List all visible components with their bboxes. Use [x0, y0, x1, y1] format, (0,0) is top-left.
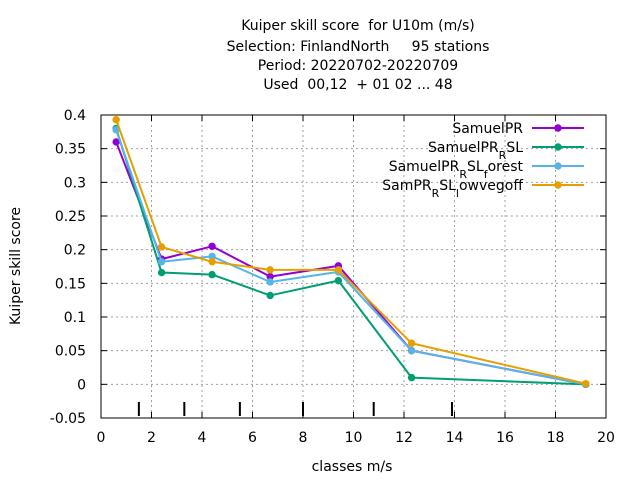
legend-label-part: SL [506, 140, 523, 156]
x-tick-label: 0 [97, 430, 106, 446]
legend-label-part: SamuelPR [389, 159, 460, 175]
legend-label-part: R [432, 187, 440, 200]
x-tick-label: 20 [597, 430, 615, 446]
legend-series-2-marker [554, 143, 562, 151]
y-tick-label: 0.15 [55, 276, 86, 292]
series-4-point [266, 266, 274, 274]
y-axis-label: Kuiper skill score [8, 207, 24, 325]
legend-layer: SamuelPRSamuelPRRSLSamuelPRRSLforestSamP… [382, 121, 584, 200]
chart-title-line-2: Selection: FinlandNorth 95 stations [226, 39, 490, 55]
legend-label-part: R [499, 149, 507, 162]
x-tick-label: 12 [395, 430, 413, 446]
legend-series-4-label: SamPRRSLlowvegoff [382, 178, 523, 200]
x-tick-label: 10 [345, 430, 363, 446]
legend-label-part: R [459, 168, 467, 181]
y-tick-label: -0.05 [50, 411, 86, 427]
y-tick-label: 0.05 [55, 344, 86, 360]
y-tick-label: 0.25 [55, 209, 86, 225]
legend-label-part: l [456, 187, 459, 200]
series-4-point [334, 266, 343, 274]
x-tick-label: 4 [198, 430, 207, 446]
legend-label-part: f [484, 168, 489, 181]
chart-title-line-1: Kuiper skill score for U10m (m/s) [241, 18, 475, 34]
series-2-point [266, 291, 274, 300]
legend-series-3-label: SamuelPRRSLforest [389, 159, 524, 181]
legend-label-part: SamuelPR [428, 140, 499, 156]
legend-series-3-marker [554, 162, 562, 170]
x-tick-label: 2 [147, 430, 156, 446]
series-2-point [334, 276, 343, 285]
grid-layer [101, 115, 606, 418]
series-4-point [112, 116, 120, 124]
series-4-point [582, 379, 590, 388]
y-tick-label: 0.2 [64, 243, 86, 259]
series-4-point [208, 258, 216, 266]
legend-label-part: SamPR [382, 178, 432, 194]
legend-label-part: owvegoff [459, 178, 523, 194]
legend-series-4-marker [554, 181, 562, 189]
y-tick-label: 0.4 [64, 108, 86, 124]
y-tick-label: 0.35 [55, 142, 86, 158]
tick-layer: 0 2 4 6 8 10 12 14 16 18 20 -0.05 0 0.05 0.1 0.15 0.2 0.2… [50, 108, 615, 446]
class-boundary-layer [137, 402, 453, 416]
x-tick-label: 18 [547, 430, 565, 446]
legend-series-1-marker [554, 124, 562, 132]
series-1-point [112, 138, 120, 146]
legend-label-part: SL [467, 159, 484, 175]
y-tick-label: 0.1 [64, 310, 86, 326]
legend-label-part: orest [488, 159, 524, 175]
series-2-point [208, 270, 216, 279]
legend-series-1-label: SamuelPR [452, 121, 523, 137]
chart-title-line-4: Used 00,12 + 01 02 ... 48 [263, 77, 453, 93]
x-tick-label: 8 [299, 430, 308, 446]
legend-label-part: SL [439, 178, 456, 194]
legend-label-part: SamuelPR [452, 121, 523, 137]
series-1-point [208, 242, 216, 251]
x-tick-label: 14 [446, 430, 464, 446]
y-tick-label: 0.3 [64, 175, 86, 191]
series-3-point [266, 278, 274, 286]
series-3-point [157, 258, 166, 266]
series-3-point [407, 346, 416, 355]
chart-title-line-3: Period: 20220702-20220709 [257, 58, 459, 74]
series-2-point [407, 373, 416, 382]
y-tick-label: 0 [77, 377, 86, 393]
series-4-point [157, 243, 166, 251]
legend-series-2-label: SamuelPRRSL [428, 140, 523, 162]
x-tick-label: 6 [248, 430, 257, 446]
series-2-point [157, 268, 166, 277]
x-axis-label: classes m/s [312, 459, 393, 475]
series-4-point [407, 339, 416, 347]
series-layer [112, 116, 590, 389]
x-tick-label: 16 [496, 430, 514, 446]
